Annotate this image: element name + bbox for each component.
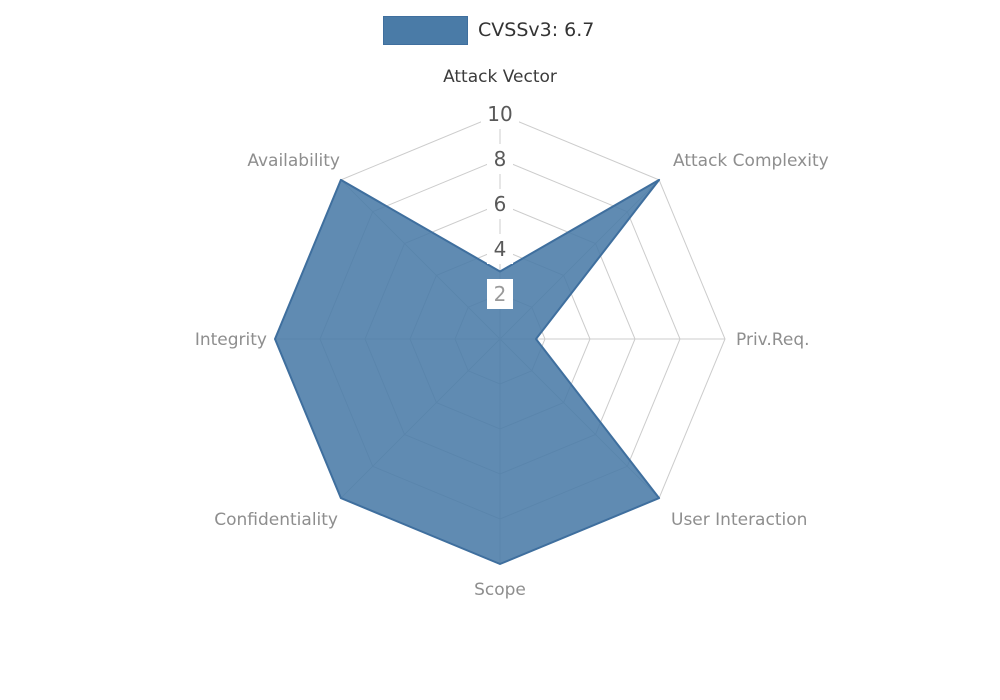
radial-tick-box	[481, 99, 519, 129]
legend-label: CVSSv3: 6.7	[478, 19, 595, 41]
radial-tick-box	[487, 144, 513, 174]
chart-legend[interactable]: CVSSv3: 6.7	[383, 16, 594, 45]
radial-tick-label: 10	[487, 102, 512, 126]
radial-tick-label: 2	[494, 282, 507, 306]
radial-tick-box	[487, 279, 513, 309]
radial-tick-label: 8	[494, 147, 507, 171]
axis-label-availability: Availability	[247, 151, 340, 171]
legend-swatch	[383, 16, 468, 45]
radial-tick-label: 4	[494, 237, 507, 261]
radial-tick-box	[487, 234, 513, 264]
axis-label-confidentiality: Confidentiality	[214, 510, 338, 530]
radial-tick-box	[487, 189, 513, 219]
axis-label-attack-complexity: Attack Complexity	[673, 151, 829, 171]
radar-series-polygon	[274, 178, 661, 565]
axis-label-priv-req-: Priv.Req.	[736, 330, 810, 350]
radial-tick-label: 6	[494, 192, 507, 216]
axis-label-integrity: Integrity	[195, 330, 267, 350]
axis-label-user-interaction: User Interaction	[671, 510, 807, 530]
axis-label-attack-vector: Attack Vector	[443, 67, 557, 87]
axis-label-scope: Scope	[474, 580, 526, 600]
